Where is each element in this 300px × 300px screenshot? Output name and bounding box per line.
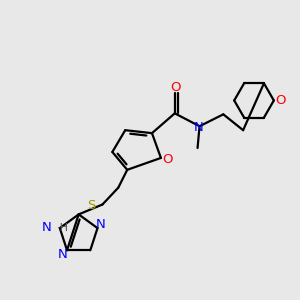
Text: N: N (96, 218, 105, 231)
Text: O: O (170, 81, 181, 94)
Text: S: S (87, 199, 95, 212)
Text: N: N (194, 121, 203, 134)
Text: O: O (275, 94, 286, 107)
Text: ·H: ·H (57, 223, 69, 233)
Text: N: N (42, 220, 52, 234)
Text: N: N (58, 248, 68, 261)
Text: O: O (163, 153, 173, 167)
